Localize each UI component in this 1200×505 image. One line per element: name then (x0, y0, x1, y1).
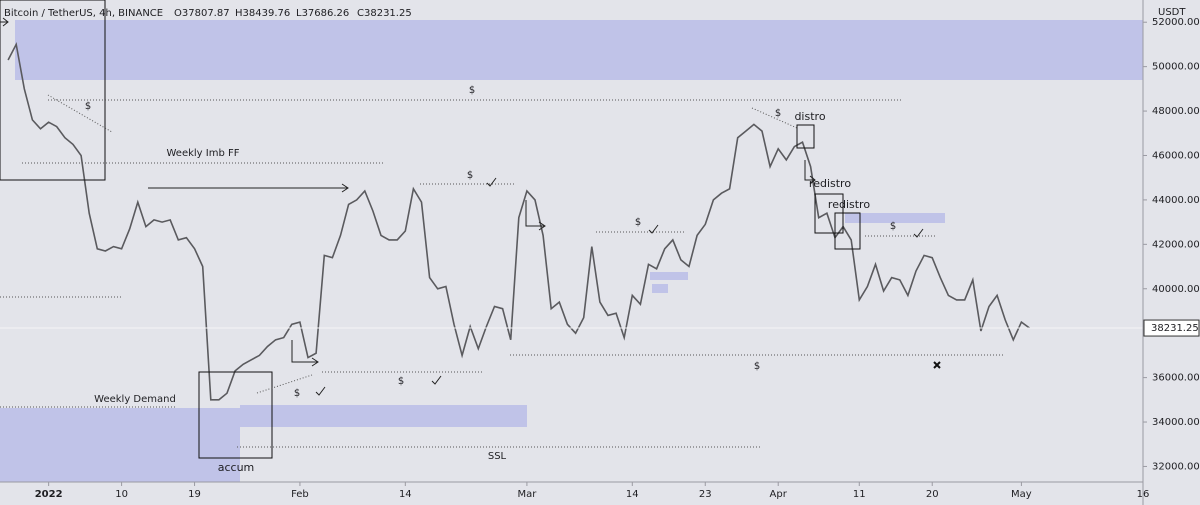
y-tick-label: 34000.00 (1152, 417, 1200, 428)
trend-line (47, 94, 113, 133)
trend-line (256, 374, 313, 394)
y-tick-label: 48000.00 (1152, 106, 1200, 117)
y-tick-label: 36000.00 (1152, 373, 1200, 384)
box (796, 124, 815, 149)
currency-label: USDT (1158, 7, 1186, 18)
x-tick-label: 14 (626, 489, 639, 500)
y-tick-label: 52000.00 (1152, 17, 1200, 28)
y-tick-label: 42000.00 (1152, 239, 1200, 250)
arrow (804, 160, 816, 185)
zone (15, 20, 1143, 80)
checkmark (315, 177, 924, 396)
annotation: redistro (809, 177, 851, 190)
arrow (525, 200, 546, 231)
x-tick-label: May (1011, 489, 1032, 500)
annotation: $ (469, 85, 475, 96)
annotation: $ (754, 361, 760, 372)
annotation: Weekly Imb FF (167, 148, 240, 159)
last-price-label: 38231.25 (1151, 323, 1199, 334)
ohlc-open: O37807.87 (174, 8, 230, 19)
arrow (148, 183, 349, 193)
annotation: $ (775, 108, 781, 119)
annotation: $ (890, 221, 896, 232)
y-tick-label: 50000.00 (1152, 62, 1200, 73)
drawings (0, 0, 1003, 459)
annotations: $ Weekly Imb FF $ $ $ $ $ $ $ $ distro r… (85, 85, 896, 474)
price-line (7, 41, 1030, 401)
annotation: redistro (828, 198, 870, 211)
chart-title: Bitcoin / TetherUS, 4h, BINANCE (4, 8, 163, 19)
x-tick-label: 2022 (35, 489, 63, 500)
trend-line (751, 107, 798, 129)
zone (845, 213, 945, 223)
ohlc-high: H38439.76 (235, 8, 290, 19)
y-tick-label: 32000.00 (1152, 461, 1200, 472)
ohlc-low: L37686.26 (296, 8, 349, 19)
zone (240, 405, 527, 427)
x-tick-label: Feb (291, 489, 309, 500)
annotation: accum (218, 461, 255, 474)
annotation: $ (635, 217, 641, 228)
x-tick-label: 11 (853, 489, 866, 500)
x-tick-label: 23 (699, 489, 712, 500)
arrow (291, 340, 319, 367)
annotation: Weekly Demand (94, 394, 176, 405)
annotation: $ (467, 170, 473, 181)
y-tick-label: 40000.00 (1152, 284, 1200, 295)
annotation: distro (794, 110, 825, 123)
last-price-box (1143, 319, 1200, 337)
y-tick-label: 44000.00 (1152, 195, 1200, 206)
annotation: $ (398, 376, 404, 387)
box (834, 212, 861, 250)
zone (650, 272, 688, 280)
x-tick-label: 19 (188, 489, 201, 500)
y-tick-label: 46000.00 (1152, 150, 1200, 161)
x-tick-label: 20 (926, 489, 939, 500)
cross-mark (933, 361, 941, 369)
zone (0, 408, 240, 482)
x-tick-label: 14 (399, 489, 412, 500)
box (0, 0, 106, 181)
ohlc-close: C38231.25 (357, 8, 412, 19)
x-tick-label: 16 (1137, 489, 1150, 500)
x-tick-label: Mar (517, 489, 537, 500)
x-tick-label: Apr (770, 489, 788, 500)
box (198, 371, 273, 459)
x-tick-label: 10 (115, 489, 128, 500)
plot (0, 41, 1143, 401)
annotation: $ (85, 101, 91, 112)
annotation: SSL (488, 451, 507, 462)
header: Bitcoin / TetherUS, 4h, BINANCE O37807.8… (4, 7, 1186, 19)
arrow (0, 17, 9, 27)
zones (0, 20, 1143, 482)
annotation: $ (294, 388, 300, 399)
zone (652, 284, 668, 293)
